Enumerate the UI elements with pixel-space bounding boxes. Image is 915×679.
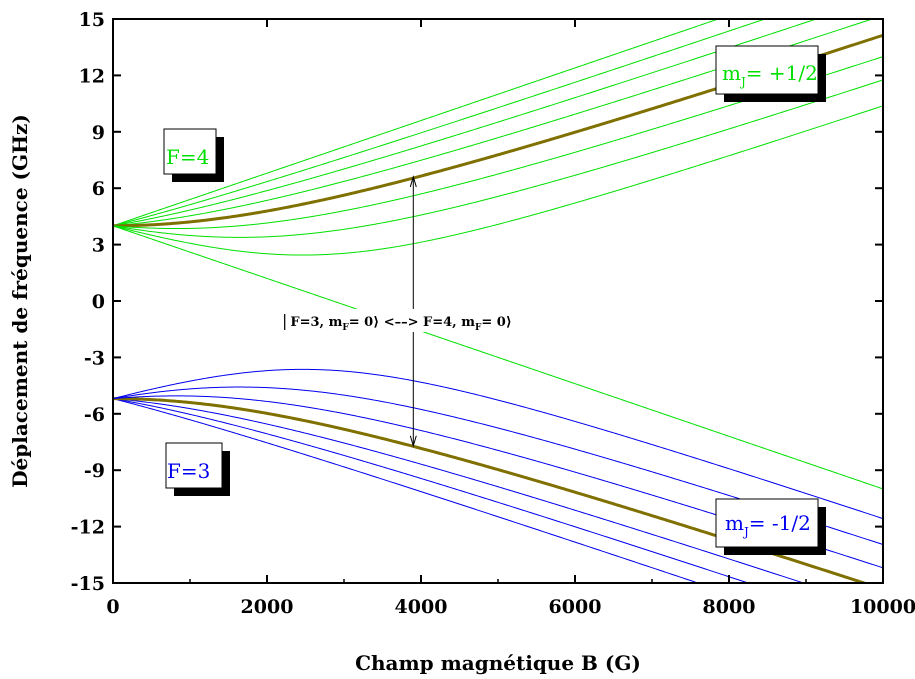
y-tick-label: -9 xyxy=(84,460,105,482)
mj-plus-label: mJ= +1/2 xyxy=(722,61,818,89)
f4-label-box: F=4 xyxy=(163,128,224,182)
y-axis-title: Déplacement de fréquence (GHz) xyxy=(8,114,32,488)
y-tick-label: -6 xyxy=(84,404,105,426)
series-line-f3-mfneg3 xyxy=(113,368,883,520)
y-tick-label: 15 xyxy=(79,9,105,31)
mj-plus-box: mJ= +1/2 xyxy=(715,45,826,102)
mj-minus-box: mJ= -1/2 xyxy=(715,498,826,555)
arrow-head-up xyxy=(409,175,417,188)
f3-label-box: F=3 xyxy=(165,442,230,496)
x-tick-label: 10000 xyxy=(850,596,915,618)
y-tick-label: 6 xyxy=(92,178,105,200)
x-tick-label: 8000 xyxy=(703,596,756,618)
x-tick-label: 4000 xyxy=(395,596,448,618)
y-tick-label: -15 xyxy=(71,573,105,595)
x-tick-label: 6000 xyxy=(549,596,602,618)
y-tick-label: 12 xyxy=(79,65,105,87)
series-line-f4-mfneg2 xyxy=(113,79,883,238)
f4-label: F=4 xyxy=(166,145,209,169)
x-tick-label: 0 xyxy=(106,596,119,618)
series-line-f4-mfneg4 xyxy=(113,225,883,490)
f3-label: F=3 xyxy=(167,459,210,483)
series-line-f4-mf4 xyxy=(113,19,720,227)
y-tick-label: 9 xyxy=(92,122,105,144)
y-tick-label: 3 xyxy=(92,235,105,257)
x-tick-label: 2000 xyxy=(241,596,294,618)
series-line-f4-mf2 xyxy=(113,19,818,227)
transition-annotation: | F=3, mF= 0⟩ <––> F=4, mF= 0⟩ xyxy=(281,175,535,448)
y-tick-label: -12 xyxy=(71,517,105,539)
plot-frame xyxy=(112,18,884,584)
series-line-f3-mf2 xyxy=(113,398,750,583)
arrow-head-down xyxy=(409,435,417,448)
mj-minus-label: mJ= -1/2 xyxy=(725,511,811,539)
x-axis-title: Champ magnétique B (G) xyxy=(355,651,641,675)
transition-label: | F=3, mF= 0⟩ <––> F=4, mF= 0⟩ xyxy=(282,311,512,333)
series-line-f3-mf1 xyxy=(113,398,806,583)
axes-group xyxy=(112,18,884,584)
series-line-f4-mfneg3 xyxy=(113,105,883,256)
series-line-f4-mf3 xyxy=(113,19,767,227)
y-tick-label: -3 xyxy=(84,347,105,369)
series-line-f3-mf3 xyxy=(113,398,700,583)
y-tick-label: 0 xyxy=(92,291,105,313)
